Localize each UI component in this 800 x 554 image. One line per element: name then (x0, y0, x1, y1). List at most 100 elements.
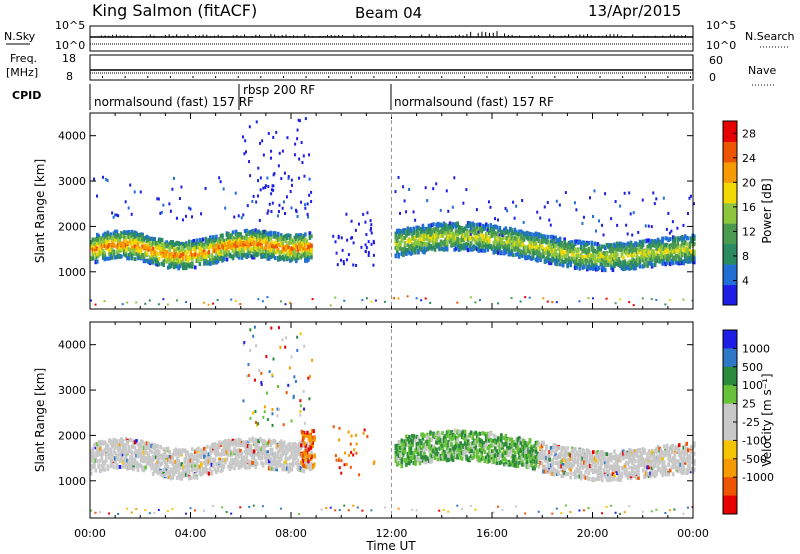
power-cell (281, 149, 284, 153)
velocity-cell (197, 464, 200, 469)
power-cell (279, 233, 283, 238)
power-cell (233, 250, 236, 255)
power-cell (601, 223, 604, 227)
velocity-cell (132, 467, 135, 472)
power-cell (234, 244, 238, 249)
power-cell (566, 257, 569, 262)
power-cell (522, 246, 526, 251)
power-cell (504, 226, 508, 231)
velocity-cell (187, 472, 191, 477)
power-cell (96, 246, 99, 251)
power-cell (415, 227, 419, 232)
power-cell (661, 236, 664, 241)
velocity-cell (209, 466, 212, 471)
power-cell (169, 252, 173, 257)
velocity-cell (109, 458, 113, 463)
velocity-cell (123, 447, 126, 452)
power-cell (346, 238, 349, 242)
velocity-cell (278, 441, 282, 446)
power-cell (626, 261, 630, 266)
power-cell (175, 264, 179, 269)
velocity-cell (257, 452, 260, 457)
power-cell (145, 239, 149, 244)
power-cell (90, 299, 92, 302)
power-cell (614, 257, 618, 262)
power-cell (304, 203, 307, 207)
power-cell (442, 221, 446, 226)
velocity-cell (287, 447, 291, 452)
power-cell (549, 248, 553, 253)
power-cell (665, 248, 669, 253)
power-cell (634, 266, 637, 271)
velocity-cell (207, 452, 211, 457)
power-cell (590, 244, 594, 249)
power-cell (263, 229, 266, 234)
power-cell (674, 254, 678, 259)
power-cell (288, 248, 292, 253)
velocity-cell (212, 444, 215, 449)
velocity-cell (258, 436, 262, 441)
power-cell (521, 199, 524, 203)
power-cell (623, 191, 626, 195)
power-cell (224, 242, 227, 247)
power-cell (103, 251, 107, 256)
power-cell (448, 239, 452, 244)
power-cell (525, 233, 529, 238)
velocity-cell (298, 467, 301, 472)
power-cell (189, 264, 193, 269)
power-cell (289, 190, 292, 194)
power-cell (402, 247, 405, 252)
velocity-cell (260, 447, 263, 452)
power-cell (366, 211, 369, 215)
velocity-cell (251, 460, 254, 465)
velocity-cell (299, 466, 303, 471)
power-cell (641, 258, 645, 263)
power-cell (215, 260, 218, 265)
velocity-cell (216, 462, 220, 467)
power-cell (233, 245, 236, 250)
power-cell (117, 248, 120, 253)
power-cell (626, 232, 629, 236)
velocity-cell (204, 449, 208, 454)
velocity-cell (224, 444, 227, 449)
power-cell (563, 253, 566, 258)
velocity-cell (147, 460, 150, 465)
power-cell (426, 237, 429, 242)
power-cell (595, 250, 598, 255)
power-cell (602, 259, 606, 264)
power-cell (180, 262, 184, 267)
power-cell (551, 239, 554, 244)
power-cell (177, 255, 181, 260)
power-cell (468, 221, 471, 226)
power-cell (533, 233, 536, 238)
power-cell (267, 209, 270, 213)
velocity-cell (151, 445, 155, 450)
power-cell (590, 261, 594, 266)
power-cell (497, 234, 500, 239)
power-cell (234, 191, 237, 195)
power-cell (551, 247, 554, 252)
power-cell (631, 254, 634, 259)
velocity-cell (156, 456, 159, 461)
power-cell (115, 254, 119, 259)
power-cell (432, 227, 435, 232)
power-cell (671, 259, 675, 264)
velocity-cell (248, 437, 251, 442)
power-cell (591, 249, 595, 254)
velocity-cell (290, 462, 294, 467)
power-cell (271, 184, 274, 188)
velocity-cell (272, 438, 276, 443)
power-cell (187, 206, 190, 210)
velocity-cell (209, 448, 212, 453)
power-cell (641, 198, 644, 202)
power-cell (123, 240, 126, 245)
velocity-cell (120, 448, 123, 453)
velocity-cell (272, 453, 276, 458)
power-cell (426, 234, 429, 239)
power-cell (221, 233, 224, 238)
velocity-cell (183, 471, 187, 476)
velocity-cell (120, 457, 123, 462)
colorbar-tick-label: 8 (742, 250, 749, 263)
power-cell (543, 234, 547, 239)
velocity-cell (194, 456, 197, 461)
